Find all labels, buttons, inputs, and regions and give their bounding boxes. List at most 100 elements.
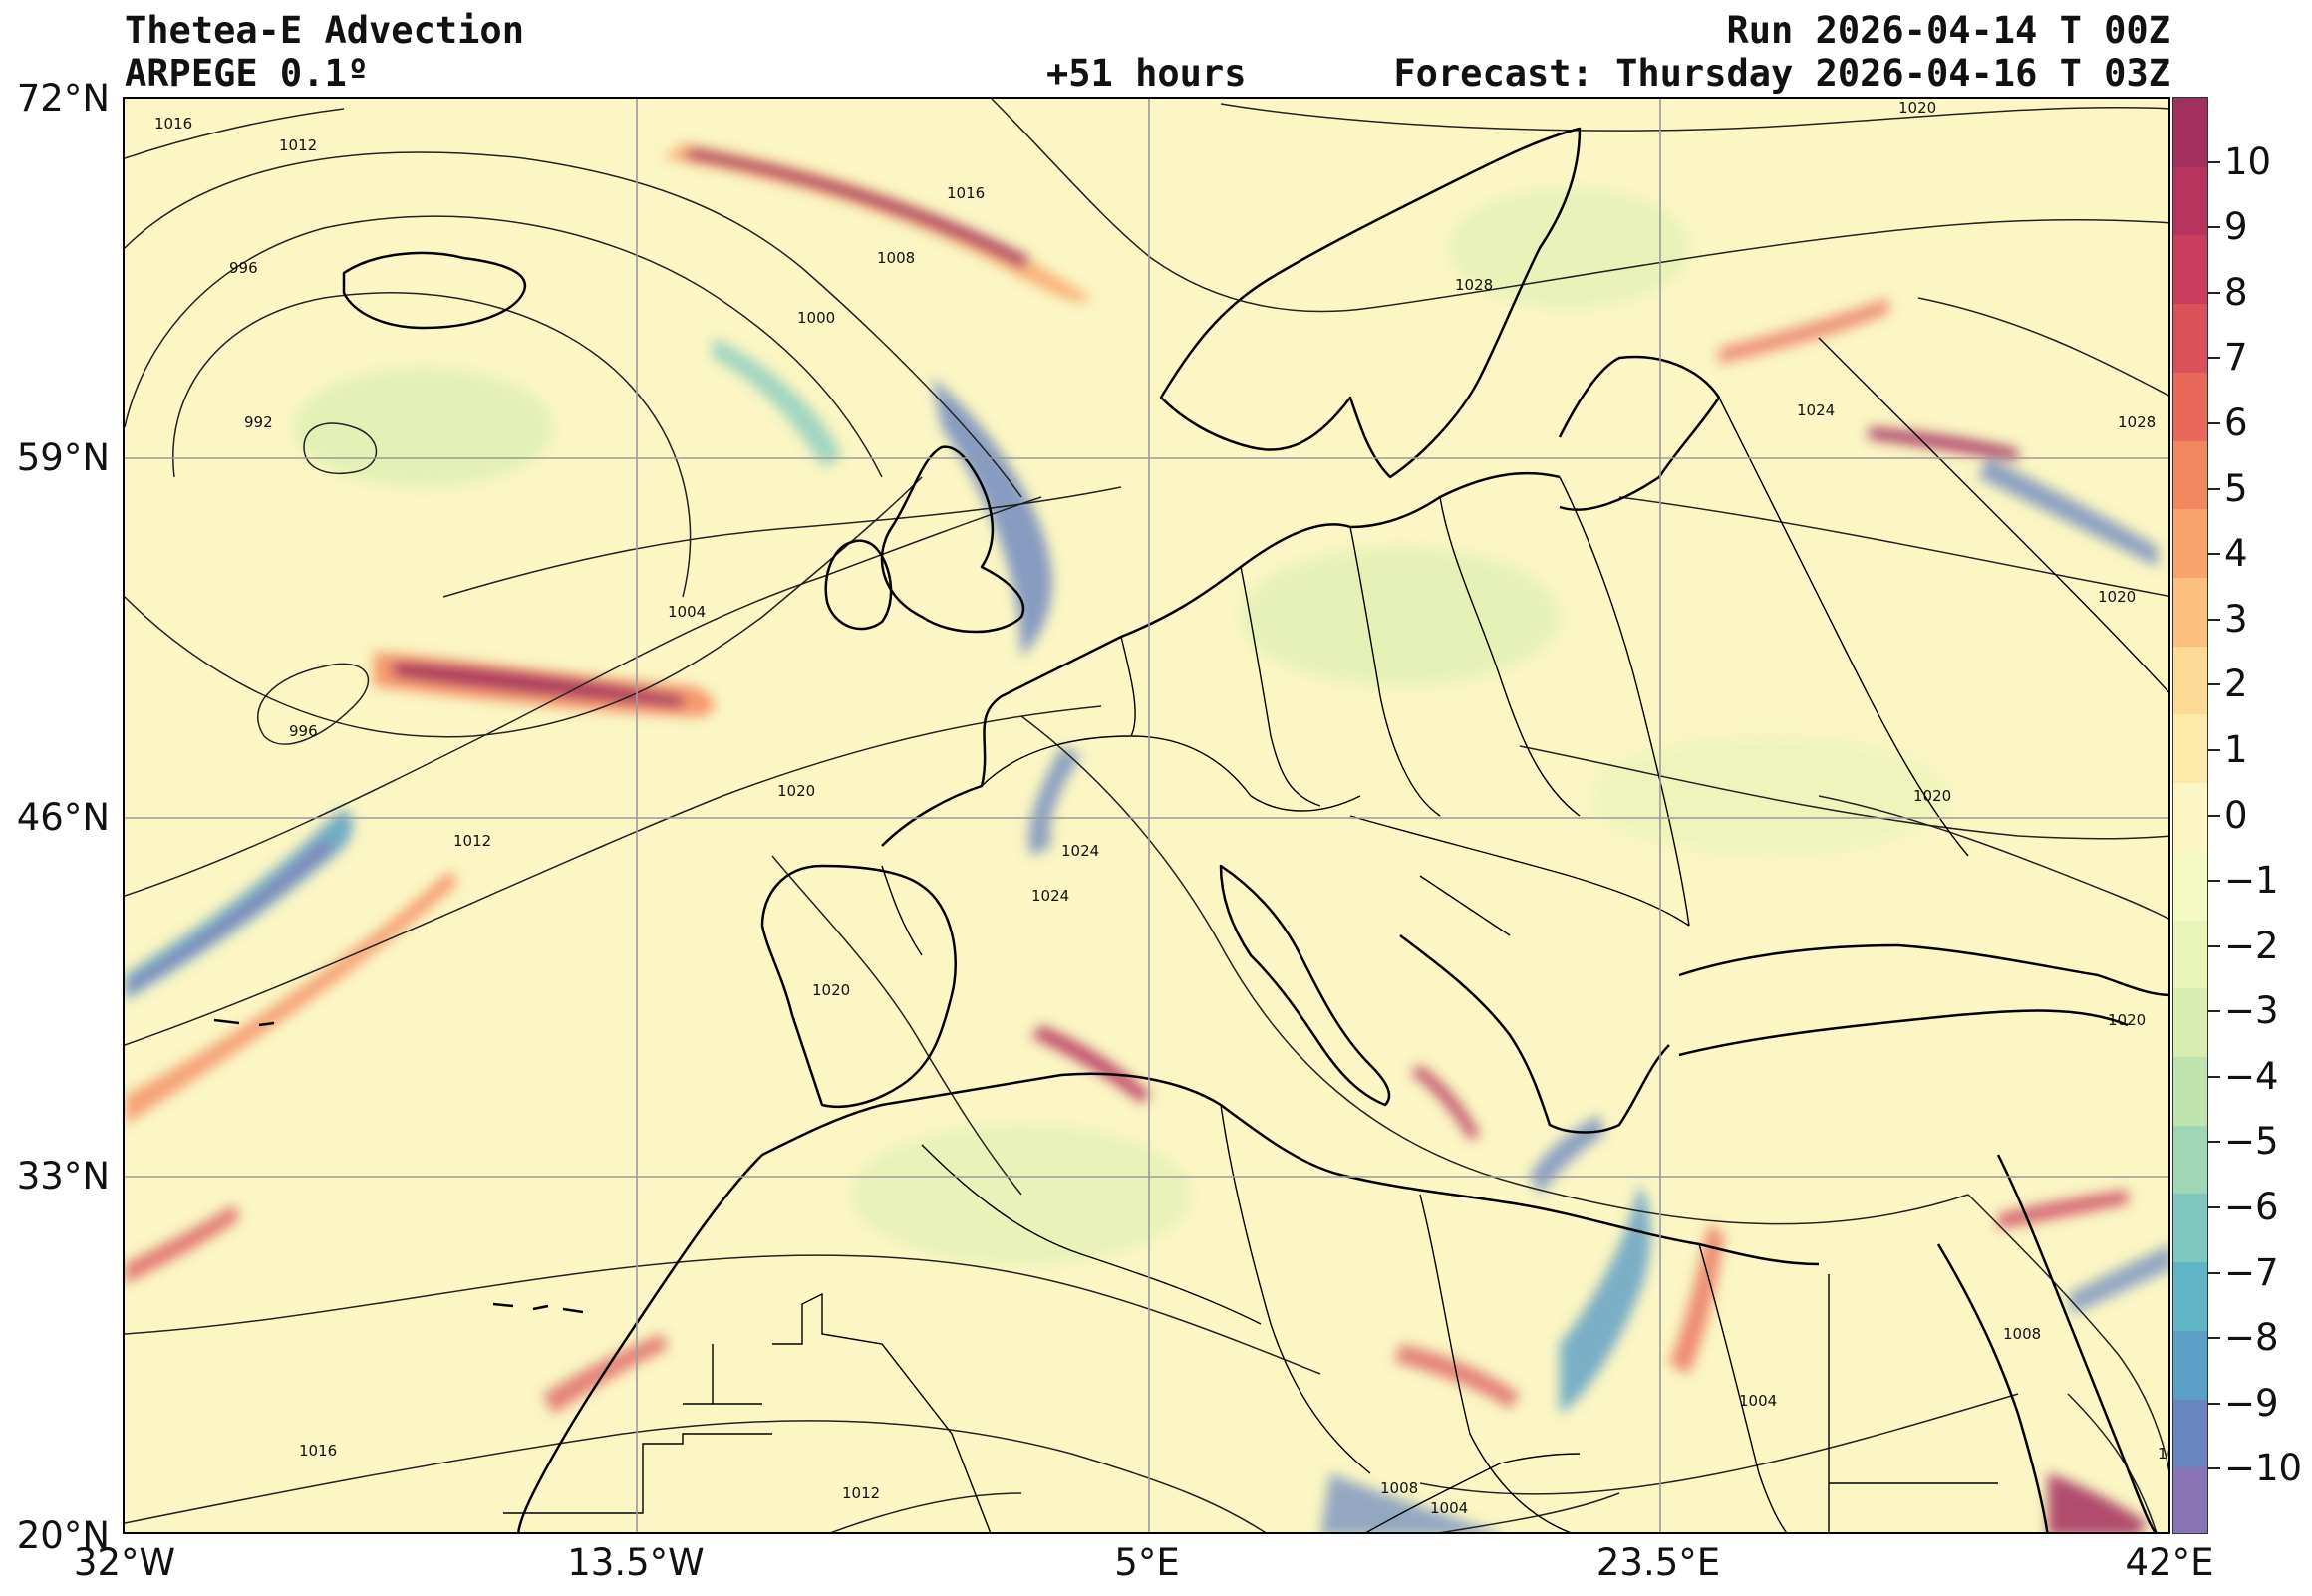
neutral-advection-patch — [1590, 736, 1948, 856]
isobar-label: 1016 — [299, 1442, 337, 1460]
isobar-label: 1024 — [1031, 887, 1069, 905]
colorbar-segment — [2173, 645, 2207, 715]
neutral-advection-patch — [294, 368, 553, 487]
colorbar-tick — [2208, 553, 2220, 556]
colorbar-tick — [2208, 291, 2220, 294]
lon-label-5e: 5°E — [1114, 1541, 1180, 1584]
isobar-label: 996 — [289, 722, 318, 740]
isobar-label: 1008 — [2003, 1325, 2041, 1343]
coastline-italy — [1219, 864, 1391, 1107]
colorbar-tick — [2208, 1206, 2220, 1209]
colorbar-segment — [2173, 782, 2207, 852]
colorbar-tick — [2208, 1075, 2220, 1078]
border-line — [1349, 526, 1441, 817]
isobar-line — [125, 705, 1102, 1046]
colorbar-segment — [2173, 577, 2207, 647]
isobar-label: 1020 — [1898, 99, 1936, 117]
border-line — [772, 1292, 992, 1532]
isobar-label: 1012 — [279, 136, 317, 154]
advection-field — [125, 143, 2168, 1532]
colorbar-segment — [2173, 1261, 2207, 1331]
isobar-line — [125, 151, 1022, 498]
colorbar-tick — [2208, 814, 2220, 817]
isobar-line — [1419, 1393, 2019, 1495]
coastline-north-africa — [761, 1072, 1820, 1266]
border-line — [1240, 566, 1321, 807]
border-line — [683, 1344, 762, 1405]
colorbar-tick — [2208, 1271, 2220, 1274]
border-line — [1365, 1453, 1581, 1532]
colorbar-segment — [2173, 713, 2207, 784]
isobar-line — [125, 1420, 1267, 1532]
colorbar-tick — [2208, 1337, 2220, 1340]
colorbar-tick — [2208, 226, 2220, 229]
colorbar-tick-label: 5 — [2224, 466, 2248, 510]
coastline-west-africa — [517, 1154, 763, 1532]
lon-label-13-5w: 13.5°W — [567, 1541, 705, 1584]
cold-advection-band — [1320, 1473, 1498, 1532]
isobar-label: 1028 — [2118, 413, 2156, 431]
map-title: Thetea-E Advection — [125, 9, 524, 52]
isobar-label: 1028 — [1455, 276, 1493, 294]
border-line — [981, 735, 1361, 812]
isobar-line — [1917, 297, 2168, 397]
warm-advection-core — [1410, 1065, 1480, 1140]
colorbar-tick-label: −2 — [2224, 924, 2279, 967]
colorbar-tick-label: −6 — [2224, 1186, 2279, 1229]
colorbar-tick — [2208, 748, 2220, 751]
coastline-black-sea — [1678, 943, 2168, 997]
isobar-line — [1519, 745, 2168, 840]
lon-label-32w: 32°W — [73, 1541, 176, 1584]
isobar-label: 1016 — [154, 115, 192, 133]
colorbar-tick-label: −1 — [2224, 859, 2279, 903]
warm-advection-core — [683, 148, 1031, 268]
warm-advection-band — [1998, 1190, 2128, 1229]
colorbar-tick-label: 9 — [2224, 205, 2248, 249]
isobar-label: 1008 — [1380, 1479, 1418, 1497]
isobar-line — [991, 99, 2168, 313]
isobar-line — [1020, 715, 1969, 1225]
isobar-label: 1020 — [812, 981, 850, 999]
colorbar-tick — [2208, 944, 2220, 947]
coastline-levant — [1936, 1243, 2049, 1532]
colorbar-tick-label: −10 — [2224, 1447, 2303, 1490]
isobar-line — [125, 108, 345, 159]
isobar-label: 1000 — [797, 309, 835, 327]
coastline-scandinavia — [1159, 127, 1582, 479]
isobar-line — [1618, 496, 2168, 598]
coastline-great-britain — [880, 445, 1025, 634]
neutral-advection-patch — [1241, 547, 1560, 686]
isobar-line — [303, 422, 378, 474]
isobar-line — [1440, 1492, 1620, 1532]
cold-advection-band — [1560, 1185, 1651, 1414]
borders — [503, 337, 2168, 1532]
colorbar-tick — [2208, 357, 2220, 360]
lat-label-33n: 33°N — [16, 1155, 110, 1197]
colorbar-tick-label: 8 — [2224, 270, 2248, 314]
lon-label-42e: 42°E — [2125, 1541, 2214, 1584]
border-line — [1349, 815, 1690, 927]
colorbar-segment — [2173, 1056, 2207, 1126]
warm-advection-band — [1669, 1224, 1724, 1374]
colorbar-tick — [2208, 618, 2220, 621]
colorbar-tick-label: −8 — [2224, 1316, 2279, 1360]
isobar-line — [771, 855, 1022, 1196]
isobar-line — [442, 486, 1122, 598]
colorbar-tick-label: 1 — [2224, 727, 2248, 771]
colorbar-segment — [2173, 234, 2207, 305]
isobars — [125, 99, 2168, 1532]
border-line — [503, 1433, 772, 1514]
colorbar-tick-label: 7 — [2224, 336, 2248, 380]
colorbar-segment — [2173, 987, 2207, 1057]
lat-label-20n: 20°N — [16, 1514, 110, 1557]
warm-advection-core — [1031, 1025, 1151, 1103]
colorbar-segment — [2173, 165, 2207, 236]
colorbar-tick-label: 6 — [2224, 400, 2248, 444]
border-line — [1439, 496, 1581, 817]
isobar-line — [830, 1492, 1022, 1532]
isobar-label: 1020 — [777, 782, 815, 800]
colorbar-segment — [2173, 850, 2207, 921]
coastline-iceland — [342, 251, 527, 330]
run-time: Run 2026-04-14 T 00Z — [1726, 9, 2170, 52]
colorbar-tick-label: 2 — [2224, 663, 2248, 706]
